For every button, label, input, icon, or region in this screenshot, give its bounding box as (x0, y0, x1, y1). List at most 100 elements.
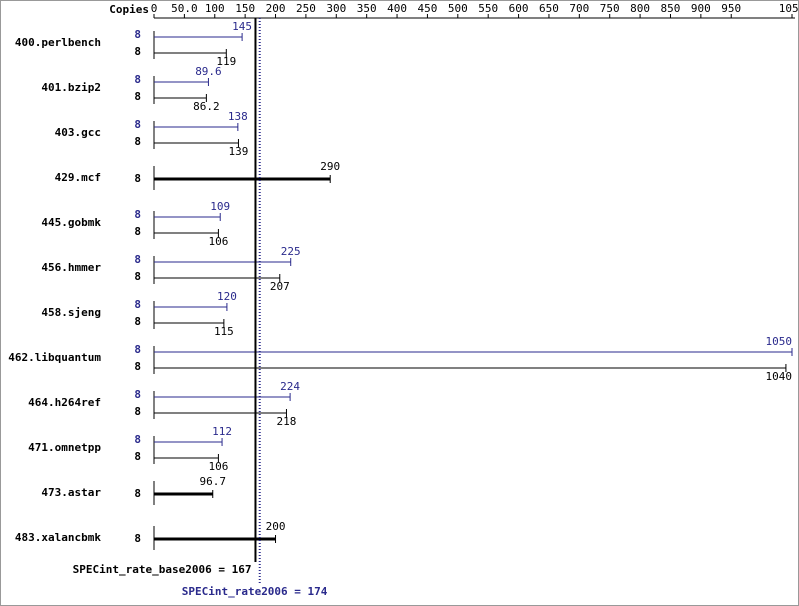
value-label: 106 (208, 235, 228, 248)
bar (154, 277, 280, 279)
bar (154, 537, 276, 541)
value-label: 145 (232, 20, 252, 33)
bar (154, 396, 291, 398)
copies-label: 8 (134, 532, 141, 545)
x-tick-label: 650 (539, 2, 559, 15)
bar (154, 81, 209, 83)
value-label: 225 (281, 245, 301, 258)
x-tick-label: 200 (266, 2, 286, 15)
copies-label: 8 (134, 45, 141, 58)
benchmark-label: 483.xalancbmk (15, 531, 101, 544)
bar (154, 177, 331, 181)
bar (154, 441, 223, 443)
x-tick-label: 450 (417, 2, 437, 15)
x-tick-label: 350 (357, 2, 377, 15)
x-tick-label: 500 (448, 2, 468, 15)
value-label: 96.7 (200, 475, 227, 488)
bar (154, 261, 291, 263)
x-tick-label: 400 (387, 2, 407, 15)
x-tick-label: 300 (326, 2, 346, 15)
copies-label: 8 (134, 450, 141, 463)
benchmark-label: 400.perlbench (15, 36, 101, 49)
x-tick-label: 800 (630, 2, 650, 15)
copies-label: 8 (134, 298, 141, 311)
copies-label: 8 (134, 315, 141, 328)
copies-header: Copies (109, 3, 149, 16)
copies-label: 8 (134, 360, 141, 373)
x-tick-label: 850 (661, 2, 681, 15)
copies-label: 8 (134, 28, 141, 41)
benchmark-label: 458.sjeng (41, 306, 101, 319)
value-label: 1040 (766, 370, 793, 383)
copies-label: 8 (134, 208, 141, 221)
bar (154, 36, 243, 38)
copies-label: 8 (134, 90, 141, 103)
x-tick-label: 550 (478, 2, 498, 15)
benchmark-label: 445.gobmk (41, 216, 101, 229)
copies-label: 8 (134, 225, 141, 238)
copies-label: 8 (134, 343, 141, 356)
copies-label: 8 (134, 405, 141, 418)
x-tick-label: 150 (235, 2, 255, 15)
value-label: 106 (208, 460, 228, 473)
bar (154, 412, 287, 414)
copies-label: 8 (134, 487, 141, 500)
copies-label: 8 (134, 253, 141, 266)
value-label: 109 (210, 200, 230, 213)
benchmark-label: 429.mcf (55, 171, 101, 184)
value-label: 119 (216, 55, 236, 68)
bar (154, 232, 219, 234)
value-label: 115 (214, 325, 234, 338)
benchmark-label: 401.bzip2 (41, 81, 101, 94)
copies-label: 8 (134, 270, 141, 283)
value-label: 112 (212, 425, 232, 438)
value-label: 290 (320, 160, 340, 173)
benchmark-label: 471.omnetpp (28, 441, 101, 454)
x-tick-label: 250 (296, 2, 316, 15)
copies-label: 8 (134, 118, 141, 131)
value-label: 120 (217, 290, 237, 303)
value-label: 89.6 (195, 65, 222, 78)
x-tick-label: 750 (600, 2, 620, 15)
bar (154, 142, 239, 144)
x-tick-label: 0 (151, 2, 158, 15)
value-label: 86.2 (193, 100, 220, 113)
value-label: 224 (280, 380, 300, 393)
value-label: 1050 (766, 335, 793, 348)
bar (154, 97, 207, 99)
x-tick-label: 900 (691, 2, 711, 15)
x-tick-label: 1050 (779, 2, 799, 15)
value-label: 139 (229, 145, 249, 158)
bar (154, 351, 792, 353)
benchmark-label: 456.hmmer (41, 261, 101, 274)
value-label: 218 (277, 415, 297, 428)
x-tick-label: 950 (721, 2, 741, 15)
benchmark-label: 473.astar (41, 486, 101, 499)
benchmark-label: 403.gcc (55, 126, 101, 139)
x-tick-label: 50.0 (171, 2, 198, 15)
x-tick-label: 100 (205, 2, 225, 15)
bar (154, 322, 224, 324)
copies-label: 8 (134, 388, 141, 401)
x-tick-label: 700 (569, 2, 589, 15)
x-tick-label: 600 (509, 2, 529, 15)
benchmark-label: 462.libquantum (8, 351, 101, 364)
copies-label: 8 (134, 172, 141, 185)
copies-label: 8 (134, 135, 141, 148)
bar (154, 126, 238, 128)
bar (154, 216, 221, 218)
bar (154, 492, 213, 496)
copies-label: 8 (134, 73, 141, 86)
benchmark-label: 464.h264ref (28, 396, 101, 409)
bar (154, 52, 227, 54)
bar (154, 367, 786, 369)
bar (154, 457, 219, 459)
bar (154, 306, 227, 308)
value-label: 207 (270, 280, 290, 293)
reference-label: SPECint_rate2006 = 174 (182, 585, 328, 598)
value-label: 200 (266, 520, 286, 533)
copies-label: 8 (134, 433, 141, 446)
value-label: 138 (228, 110, 248, 123)
